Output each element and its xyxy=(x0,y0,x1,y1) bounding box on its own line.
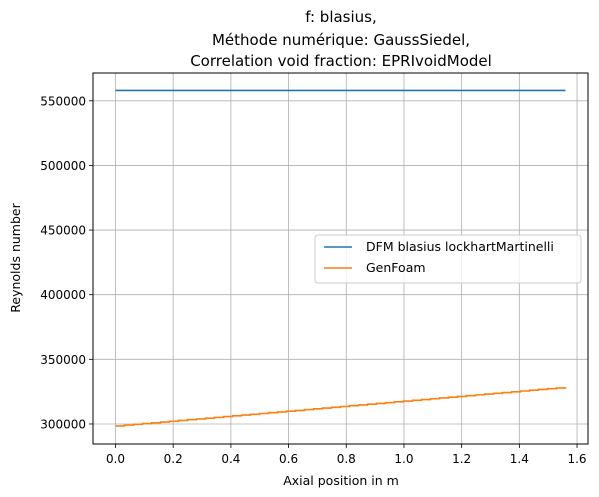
y-tick-label: 550000 xyxy=(40,94,86,108)
y-tick-label: 500000 xyxy=(40,159,86,173)
legend-label-genfoam: GenFoam xyxy=(366,260,426,275)
x-tick-label: 1.2 xyxy=(452,452,471,466)
title-line-3: Correlation void fraction: EPRIvoidModel xyxy=(190,52,492,70)
series-line-genfoam xyxy=(116,387,566,426)
y-tick-label: 300000 xyxy=(40,417,86,431)
x-tick-label: 1.0 xyxy=(394,452,413,466)
y-tick-label: 450000 xyxy=(40,224,86,238)
x-tick-label: 0.8 xyxy=(337,452,356,466)
x-tick-label: 0.0 xyxy=(106,452,125,466)
title-line-1: f: blasius, xyxy=(305,8,377,26)
y-axis-label: Reynolds number xyxy=(8,202,23,312)
x-tick-label: 1.6 xyxy=(567,452,586,466)
legend-label-dfm: DFM blasius lockhartMartinelli xyxy=(366,239,554,254)
x-axis-label: Axial position in m xyxy=(283,473,399,488)
x-tick-label: 0.2 xyxy=(164,452,183,466)
y-tick-label: 400000 xyxy=(40,288,86,302)
x-tick-label: 0.6 xyxy=(279,452,298,466)
title-line-2: Méthode numérique: GaussSiedel, xyxy=(212,31,470,49)
chart-title: f: blasius, Méthode numérique: GaussSied… xyxy=(190,8,492,70)
x-tick-label: 0.4 xyxy=(221,452,240,466)
x-tick-label: 1.4 xyxy=(510,452,529,466)
legend: DFM blasius lockhartMartinelli GenFoam xyxy=(315,235,581,283)
y-tick-label: 350000 xyxy=(40,353,86,367)
